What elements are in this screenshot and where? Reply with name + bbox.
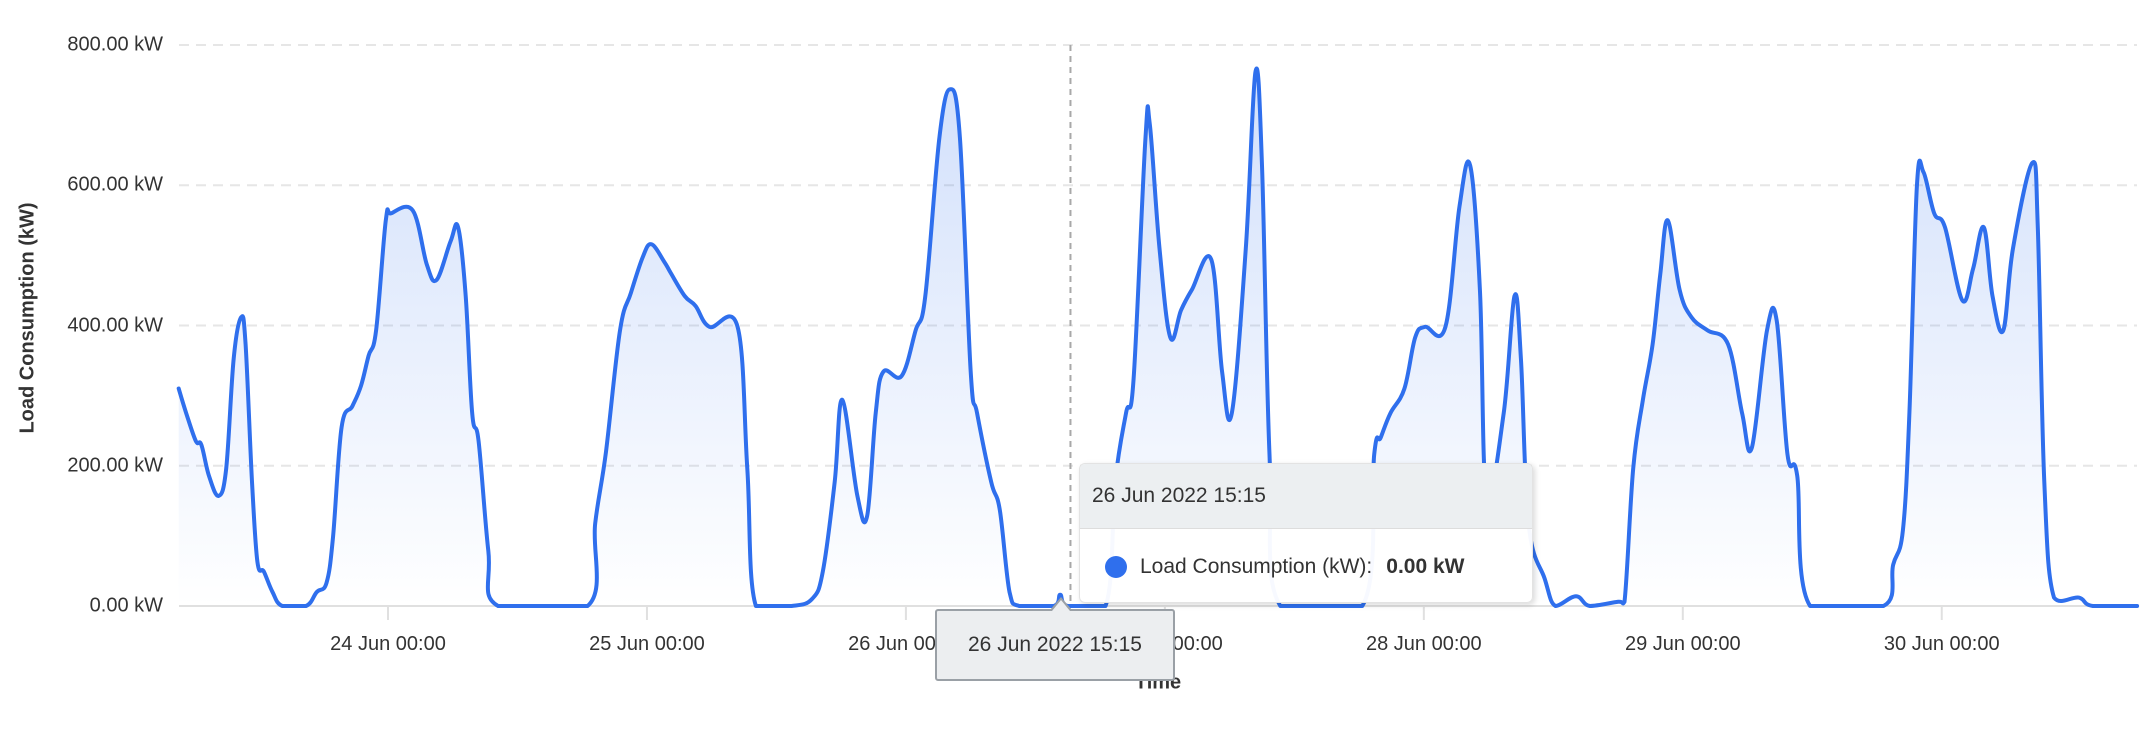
series-area-fill [178,68,2138,606]
series-marker-icon [1105,555,1127,578]
y-axis-tick-label: 200.00 kW [67,454,163,477]
series-line-load-consumption[interactable] [176,66,2140,609]
y-axis-title: Load Consumption (kW) [16,202,39,434]
tooltip-value: 0.00 kW [1386,554,1465,578]
x-axis-tick-label: 28 Jun 00:00 [1366,633,1482,655]
x-axis-tick-label: 24 Jun 00:00 [330,633,446,655]
x-axis-crosshair-label-text: 26 Jun 2022 15:15 [968,633,1142,656]
y-axis-tick-label: 800.00 kW [67,33,163,56]
x-axis-tick-label: 30 Jun 00:00 [1883,633,2000,655]
y-axis-tick-label: 600.00 kW [67,173,163,196]
tooltip-header: 26 Jun 2022 15:15 [1080,464,1532,529]
x-axis-crosshair-label: 26 Jun 2022 15:15 [935,609,1175,681]
tooltip-body: Load Consumption (kW): 0.00 kW [1080,529,1532,602]
x-axis-tooltip-arrow-inner [1052,600,1070,611]
x-axis-tick-marks [387,606,1943,620]
hover-tooltip: 26 Jun 2022 15:15 Load Consumption (kW):… [1079,463,1533,603]
tooltip-series-label: Load Consumption (kW): [1140,554,1373,578]
x-axis-tick-label: 29 Jun 00:00 [1624,633,1741,655]
tooltip-timestamp: 26 Jun 2022 15:15 [1092,484,1266,507]
y-axis-tick-label: 0.00 kW [89,594,163,617]
y-axis-tick-label: 400.00 kW [67,314,163,336]
x-axis-tick-label: 25 Jun 00:00 [589,633,705,655]
x-axis-tick-label: 26 Jun 00:00 [848,633,964,655]
